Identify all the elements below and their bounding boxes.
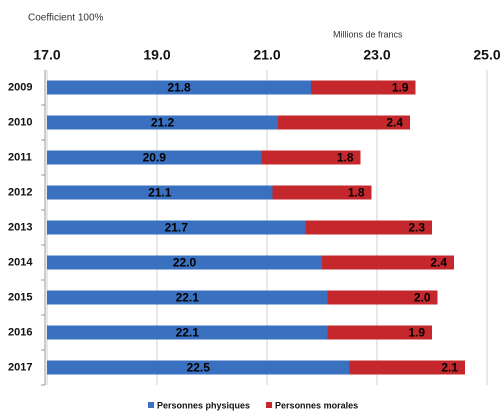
value-label: 2.4 <box>386 116 403 130</box>
y-tick-label: 2010 <box>8 116 32 128</box>
bar-segment <box>261 150 361 165</box>
value-label: 1.8 <box>337 151 354 165</box>
legend-label: Personnes morales <box>275 400 358 410</box>
x-tick-label: 25.0 <box>473 47 500 63</box>
bar-segment <box>47 360 350 375</box>
bar-segment <box>47 325 328 340</box>
x-tick-label: 21.0 <box>253 47 280 63</box>
bar-segment <box>311 80 416 95</box>
bar-segment <box>47 290 328 305</box>
bar-segment <box>47 80 311 95</box>
bar-segment <box>349 360 465 375</box>
value-label: 22.5 <box>187 361 211 375</box>
value-label: 22.1 <box>176 291 200 305</box>
bar-segment <box>47 115 278 130</box>
value-label: 1.9 <box>408 326 425 340</box>
value-label: 2.1 <box>441 361 458 375</box>
chart-subtitle: Coefficient 100% <box>28 13 104 24</box>
y-tick-label: 2009 <box>8 81 32 93</box>
value-label: 1.8 <box>348 186 365 200</box>
value-label: 22.0 <box>173 256 197 270</box>
bar-segment <box>322 255 454 270</box>
value-label: 2.0 <box>414 291 431 305</box>
value-label: 22.1 <box>176 326 200 340</box>
bar-segment <box>47 150 262 165</box>
legend-swatch <box>148 402 154 408</box>
bar-segment <box>327 325 432 340</box>
value-label: 21.1 <box>148 186 172 200</box>
y-tick-label: 2017 <box>8 361 32 373</box>
bar-segment <box>47 220 306 235</box>
value-label: 21.2 <box>151 116 175 130</box>
bar-segment <box>272 185 372 200</box>
bar-segment <box>47 185 273 200</box>
bar-segment <box>278 115 410 130</box>
y-tick-label: 2014 <box>8 256 33 268</box>
bar-segment <box>305 220 432 235</box>
legend-label: Personnes physiques <box>157 400 250 410</box>
value-label: 1.9 <box>392 81 409 95</box>
y-tick-label: 2015 <box>8 291 32 303</box>
y-tick-label: 2016 <box>8 326 32 338</box>
x-tick-label: 17.0 <box>33 47 60 63</box>
bar-segment <box>47 255 322 270</box>
value-label: 21.8 <box>167 81 191 95</box>
y-tick-label: 2011 <box>8 151 32 163</box>
value-label: 2.3 <box>408 221 425 235</box>
value-label: 20.9 <box>143 151 167 165</box>
bar-segment <box>327 290 438 305</box>
y-tick-label: 2012 <box>8 186 32 198</box>
value-label: 21.7 <box>165 221 189 235</box>
y-tick-label: 2013 <box>8 221 32 233</box>
legend-swatch <box>266 402 273 408</box>
axis-label: Millions de francs <box>333 29 403 39</box>
x-tick-label: 23.0 <box>363 47 390 63</box>
value-label: 2.4 <box>430 256 447 270</box>
x-tick-label: 19.0 <box>143 47 170 63</box>
